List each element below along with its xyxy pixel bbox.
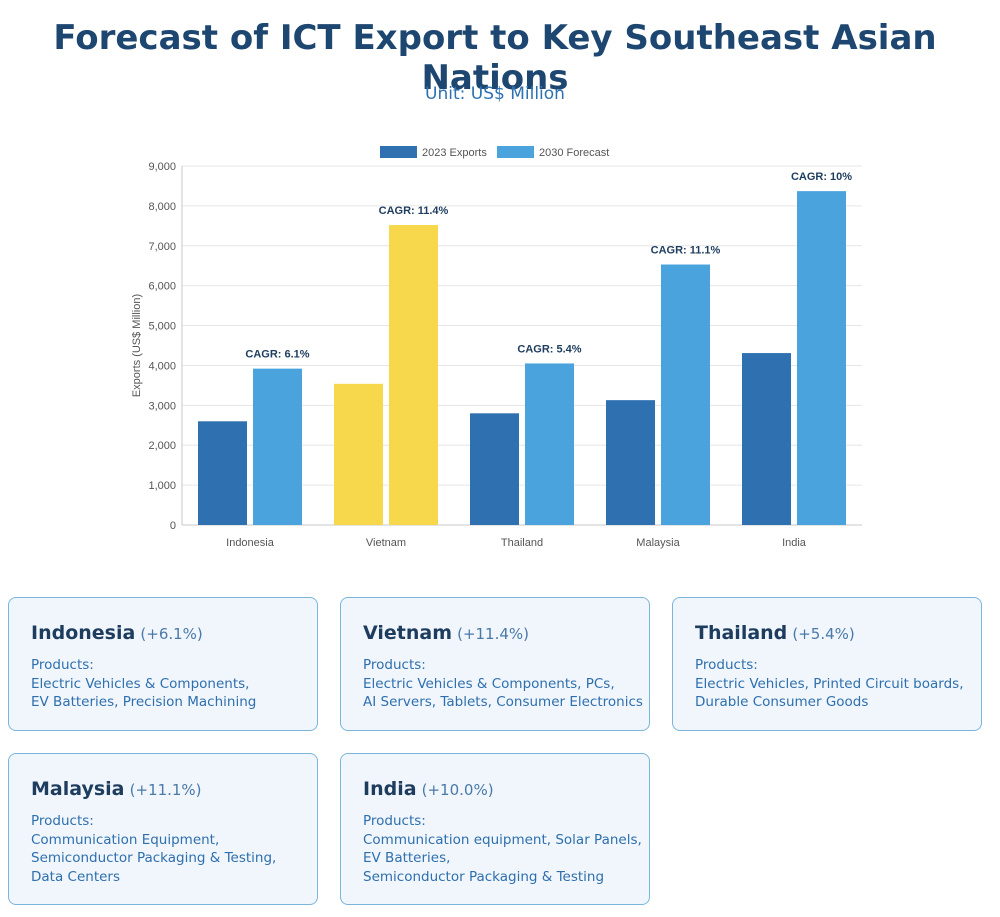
bar-2023-india [742,353,791,525]
x-tick-label: Indonesia [226,537,275,549]
legend-swatch [497,146,534,158]
card-growth: (+5.4%) [792,625,855,643]
y-tick-label: 9,000 [148,161,176,173]
card-product-line: EV Batteries, [363,850,451,866]
bar-2030-india [797,191,846,525]
y-tick-label: 4,000 [148,360,176,372]
card-growth: (+10.0%) [421,781,494,799]
country-card-indonesia: Indonesia (+6.1%) Products: Electric Veh… [8,597,318,731]
card-products-label: Products: [363,813,426,829]
country-card-malaysia: Malaysia (+11.1%) Products: Communicatio… [8,753,318,905]
card-country-name: Malaysia [31,778,125,800]
y-tick-label: 2,000 [148,440,176,452]
country-card-thailand: Thailand (+5.4%) Products: Electric Vehi… [672,597,982,731]
card-product-line: Durable Consumer Goods [695,694,869,710]
y-tick-label: 1,000 [148,480,176,492]
card-growth: (+11.1%) [129,781,202,799]
card-product-line: Semiconductor Packaging & Testing, [31,850,277,866]
y-tick-label: 5,000 [148,321,176,333]
page-subtitle: Unit: US$ Million [425,84,565,104]
card-product-line: Electric Vehicles & Components, [31,675,250,692]
cagr-label: CAGR: 5.4% [517,343,581,355]
y-tick-label: 7,000 [148,241,176,253]
bar-2023-thailand [470,413,519,525]
bar-2030-malaysia [661,264,710,525]
page-title: Forecast of ICT Export to Key Southeast … [53,18,937,98]
y-tick-label: 8,000 [148,201,176,213]
card-product-line: AI Servers, Tablets, Consumer Electronic… [363,694,643,710]
legend-label: 2030 Forecast [539,147,609,159]
bar-2023-malaysia [606,400,655,525]
bar-2030-vietnam [389,225,438,525]
card-country-name: Vietnam [363,622,452,644]
x-tick-label: Vietnam [366,537,406,549]
cagr-label: CAGR: 11.1% [651,245,721,257]
cagr-label: CAGR: 6.1% [245,349,309,361]
card-product-line: EV Batteries, Precision Machining [31,694,257,710]
card-product-line: Electric Vehicles & Components, PCs, [363,675,615,692]
cagr-label: CAGR: 11.4% [379,205,449,217]
card-product-line: Communication equipment, Solar Panels, [363,831,642,848]
card-products-label: Products: [363,657,426,673]
y-tick-label: 0 [170,520,176,532]
card-growth: (+11.4%) [457,625,530,643]
card-products-label: Products: [31,657,94,673]
country-card-vietnam: Vietnam (+11.4%) Products: Electric Vehi… [340,597,650,731]
bar-chart: 0 1,000 2,000 3,000 4,000 5,000 6,000 7,000 8,00… [131,146,862,549]
bar-2023-indonesia [198,421,247,525]
card-country-name: Thailand [695,622,788,644]
country-card-india: India (+10.0%) Products: Communication e… [340,753,650,905]
x-tick-label: Malaysia [636,537,680,549]
legend-label: 2023 Exports [422,147,487,159]
x-tick-label: India [782,537,807,549]
y-axis-label: Exports (US$ Million) [131,294,143,397]
card-growth: (+6.1%) [140,625,203,643]
card-products-label: Products: [695,657,758,673]
cagr-label: CAGR: 10% [791,171,852,183]
x-tick-label: Thailand [501,537,543,549]
card-product-line: Semiconductor Packaging & Testing [363,868,605,885]
y-tick-label: 6,000 [148,281,176,293]
card-product-line: Data Centers [31,868,120,885]
bar-2023-vietnam [334,383,383,525]
card-product-line: Communication Equipment, [31,831,220,848]
card-products-label: Products: [31,813,94,829]
card-country-name: Indonesia [31,622,136,644]
bar-2030-indonesia [253,368,302,525]
legend-swatch [380,146,417,158]
card-country-name: India [363,778,417,800]
y-tick-label: 3,000 [148,400,176,412]
card-product-line: Electric Vehicles, Printed Circuit board… [695,675,964,692]
bar-2030-thailand [525,363,574,525]
